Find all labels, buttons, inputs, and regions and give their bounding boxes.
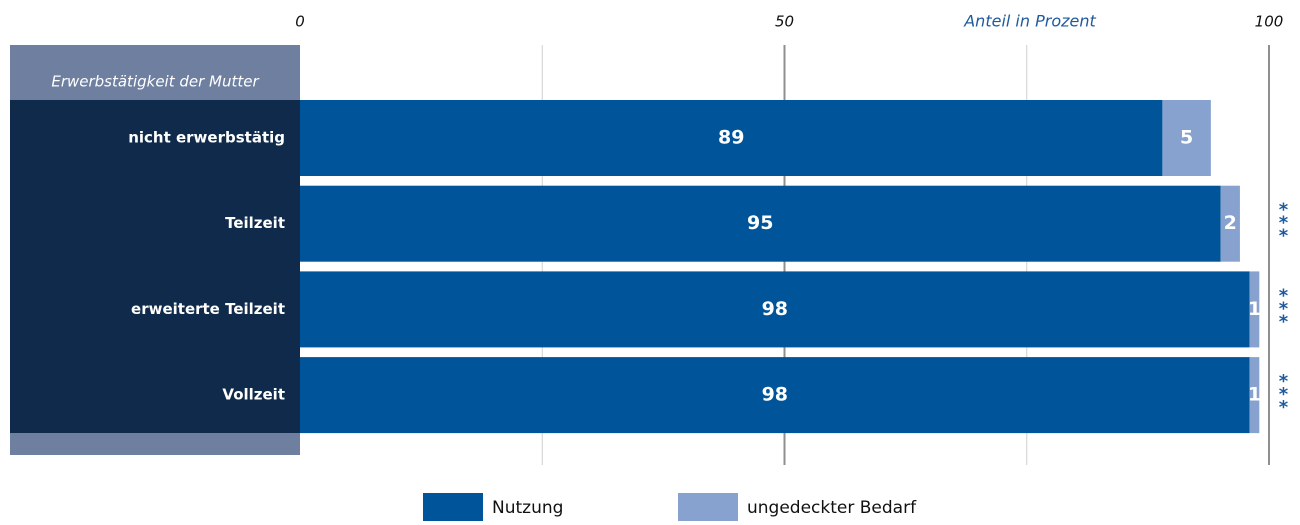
value-label: 1 — [1248, 384, 1261, 406]
category-panel — [10, 45, 300, 455]
category-label: erweiterte Teilzeit — [131, 300, 285, 318]
value-label: 1 — [1248, 298, 1261, 320]
legend-label: ungedeckter Bedarf — [747, 498, 917, 518]
x-tick-label: 100 — [1255, 13, 1284, 31]
significance-mark: *** — [1273, 285, 1294, 324]
bar-segment — [1220, 185, 1240, 262]
value-label: 98 — [762, 298, 788, 320]
category-panel-header — [10, 45, 300, 100]
bar-segment — [1249, 357, 1260, 434]
category-header: Erwerbstätigkeit der Mutter — [51, 73, 259, 91]
category-label: Vollzeit — [222, 386, 285, 404]
value-label: 89 — [718, 127, 744, 149]
value-label: 2 — [1224, 212, 1237, 234]
value-label: 95 — [747, 212, 773, 234]
value-label: 98 — [762, 384, 788, 406]
bar-segment — [300, 357, 1250, 434]
x-axis-label: Anteil in Prozent — [963, 12, 1096, 31]
legend-label: Nutzung — [492, 498, 563, 518]
bar-segment — [1249, 271, 1260, 348]
category-label: nicht erwerbstätig — [128, 129, 285, 147]
bar-segment — [300, 100, 1163, 176]
bar-segment — [300, 271, 1250, 348]
bar-segment — [1162, 100, 1211, 176]
category-label: Teilzeit — [225, 214, 285, 232]
x-tick-label: 50 — [775, 13, 794, 31]
legend-swatch — [678, 493, 738, 521]
category-panel-footer — [10, 433, 300, 455]
x-tick-label: 0 — [295, 13, 305, 31]
value-label: 5 — [1180, 127, 1193, 149]
bar-segment — [300, 185, 1221, 262]
legend-swatch — [423, 493, 483, 521]
significance-mark: *** — [1273, 371, 1294, 410]
significance-mark: *** — [1273, 200, 1294, 239]
